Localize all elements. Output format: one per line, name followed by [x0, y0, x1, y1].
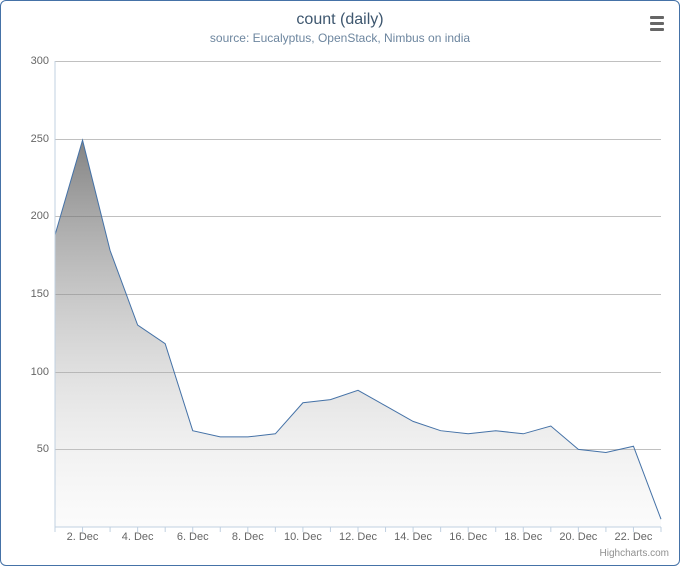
y-axis-label: 150 — [31, 288, 55, 300]
y-axis-label: 250 — [31, 133, 55, 145]
chart-subtitle: source: Eucalyptus, OpenStack, Nimbus on… — [1, 31, 679, 45]
chart-menu-button[interactable] — [645, 11, 669, 35]
hamburger-icon — [650, 16, 664, 19]
y-axis-label: 300 — [31, 55, 55, 67]
y-axis-label: 200 — [31, 210, 55, 222]
plot-area: 501001502002503002. Dec4. Dec6. Dec8. De… — [55, 61, 661, 527]
chart-container: count (daily) source: Eucalyptus, OpenSt… — [0, 0, 680, 566]
chart-title: count (daily) — [1, 11, 679, 29]
chart-svg — [55, 61, 661, 533]
credits-link[interactable]: Highcharts.com — [600, 548, 669, 559]
area-fill — [55, 140, 661, 527]
y-axis-label: 100 — [31, 366, 55, 378]
y-axis-label: 50 — [37, 443, 55, 455]
